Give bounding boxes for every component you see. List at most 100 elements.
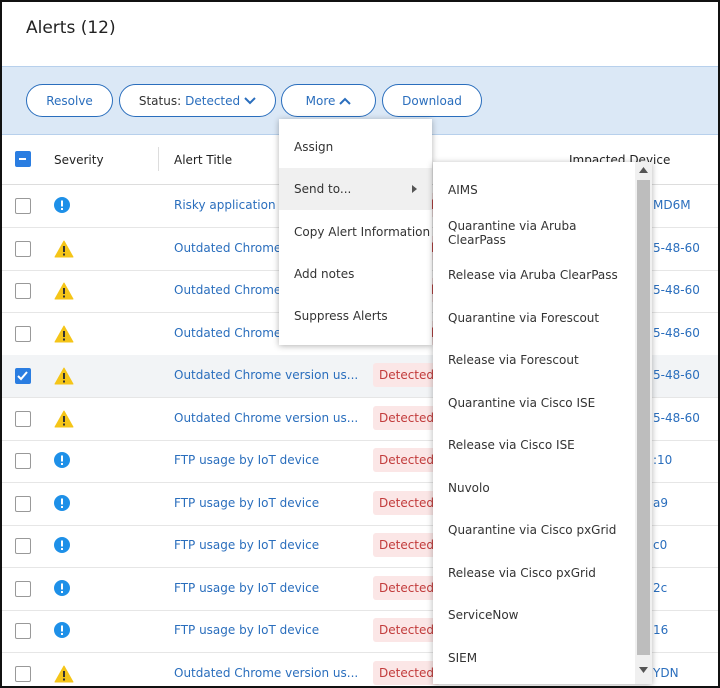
column-header[interactable]: Severity bbox=[54, 153, 104, 167]
alert-title[interactable]: FTP usage by IoT device bbox=[174, 453, 320, 467]
status-badge: Detected bbox=[373, 448, 441, 472]
table-row[interactable]: FTP usage by IoT device Detected c0 bbox=[2, 525, 718, 568]
alert-title[interactable]: FTP usage by IoT device bbox=[174, 495, 320, 510]
warning-icon bbox=[54, 665, 74, 686]
status-badge: Detected bbox=[373, 405, 441, 430]
info-icon bbox=[54, 537, 70, 556]
impacted-device[interactable]: 5-48-60 bbox=[653, 410, 700, 425]
warning-icon bbox=[54, 325, 74, 346]
alert-title[interactable]: FTP usage by IoT device bbox=[174, 538, 320, 552]
impacted-device[interactable]: a9 bbox=[653, 495, 668, 510]
more-button[interactable]: More bbox=[281, 84, 376, 117]
warning-icon bbox=[54, 240, 74, 261]
download-button[interactable]: Download bbox=[382, 84, 482, 117]
impacted-device[interactable]: YDN bbox=[653, 665, 679, 680]
status-badge: Detected bbox=[373, 618, 441, 642]
menu-item[interactable]: Send to... bbox=[279, 168, 432, 211]
download-label: Download bbox=[402, 93, 462, 108]
warning-icon bbox=[54, 367, 74, 388]
table-row[interactable]: FTP usage by IoT device Detected a9 bbox=[2, 483, 718, 526]
send-to-submenu: AIMS Quarantine via Aruba ClearPass Releas… bbox=[433, 162, 652, 684]
submenu-item[interactable]: Release via Aruba ClearPass bbox=[448, 268, 618, 282]
table-row[interactable]: Outdated Chrome version us... Detected YDN bbox=[2, 653, 718, 687]
submenu-item[interactable]: Release via Forescout bbox=[448, 353, 579, 367]
impacted-device[interactable]: 16 bbox=[653, 623, 669, 637]
submenu-item[interactable]: Quarantine via Cisco ISE bbox=[448, 395, 596, 410]
info-icon bbox=[54, 197, 70, 216]
status-value: Detected bbox=[185, 93, 241, 108]
submenu-item[interactable]: ServiceNow bbox=[448, 608, 519, 622]
info-icon bbox=[54, 579, 70, 599]
alert-title[interactable]: FTP usage by IoT device bbox=[174, 580, 320, 595]
menu-item[interactable]: Suppress Alerts bbox=[279, 295, 432, 337]
scrollbar[interactable] bbox=[635, 162, 652, 684]
status-badge: Detected bbox=[373, 575, 441, 600]
submenu-item[interactable]: Quarantine via Forescout bbox=[448, 310, 600, 325]
table-row[interactable]: FTP usage by IoT device Detected 2c bbox=[2, 568, 718, 611]
column-header[interactable]: Alert Title bbox=[174, 153, 233, 167]
submenu-item[interactable]: Release via Cisco pxGrid bbox=[448, 565, 596, 580]
alert-title[interactable]: Outdated Chrome version us... bbox=[174, 368, 359, 382]
table-row[interactable]: FTP usage by IoT device Detected 16 bbox=[2, 610, 718, 653]
submenu-item[interactable]: Release via Cisco ISE bbox=[448, 438, 575, 452]
submenu-item[interactable]: Quarantine via Aruba ClearPass bbox=[448, 218, 577, 247]
alert-title[interactable]: Outdated Chrome version us... bbox=[174, 410, 359, 425]
impacted-device[interactable]: c0 bbox=[653, 538, 668, 552]
select-all-checkbox[interactable] bbox=[15, 151, 31, 167]
impacted-device[interactable]: MD6M bbox=[653, 198, 691, 212]
status-filter[interactable]: Status: Detected bbox=[119, 84, 276, 117]
info-icon bbox=[54, 494, 70, 514]
submenu-item[interactable]: Nuvolo bbox=[448, 480, 490, 495]
row-checkbox[interactable] bbox=[15, 623, 31, 639]
row-checkbox[interactable] bbox=[15, 495, 31, 512]
chevron-up bbox=[339, 97, 352, 105]
status-badge: Detected bbox=[373, 490, 441, 515]
row-checkbox[interactable] bbox=[15, 283, 31, 299]
table-row[interactable]: FTP usage by IoT device Detected :10 bbox=[2, 440, 718, 483]
warning-icon bbox=[54, 282, 74, 303]
menu-item-label: Add notes bbox=[294, 266, 355, 281]
resolve-button[interactable]: Resolve bbox=[26, 84, 113, 117]
warning-icon bbox=[54, 410, 74, 431]
row-checkbox[interactable] bbox=[15, 580, 31, 597]
info-icon bbox=[54, 452, 70, 471]
submenu-item[interactable]: AIMS bbox=[448, 183, 478, 197]
impacted-device[interactable]: 5-48-60 bbox=[653, 368, 700, 382]
status-badge: Detected bbox=[373, 660, 441, 685]
submenu-item[interactable]: Quarantine via Cisco pxGrid bbox=[448, 523, 617, 537]
row-checkbox[interactable] bbox=[15, 410, 31, 427]
alert-title[interactable]: Risky application us... bbox=[174, 198, 305, 212]
submenu-arrow bbox=[412, 185, 417, 194]
menu-item-label: Copy Alert Information bbox=[294, 224, 431, 239]
row-checkbox[interactable] bbox=[15, 538, 31, 554]
row-checkbox[interactable] bbox=[15, 325, 31, 342]
impacted-device[interactable]: 5-48-60 bbox=[653, 240, 700, 255]
row-checkbox[interactable] bbox=[15, 198, 31, 214]
menu-item-label: Suppress Alerts bbox=[294, 309, 388, 324]
resolve-label: Resolve bbox=[46, 93, 93, 108]
row-checkbox[interactable] bbox=[15, 240, 31, 257]
row-checkbox[interactable] bbox=[15, 453, 31, 469]
row-checkbox[interactable] bbox=[15, 368, 31, 384]
impacted-device[interactable]: 5-48-60 bbox=[653, 325, 700, 340]
chevron-down bbox=[244, 96, 256, 104]
alert-title[interactable]: FTP usage by IoT device bbox=[174, 623, 320, 637]
more-menu: Assign Send to... Copy Alert Information Ad… bbox=[279, 119, 432, 345]
status-badge: Detected bbox=[373, 533, 441, 557]
submenu-item[interactable]: SIEM bbox=[448, 650, 478, 665]
menu-item[interactable]: Add notes bbox=[279, 253, 432, 295]
alert-title[interactable]: Outdated Chrome version us... bbox=[174, 665, 359, 680]
table-row[interactable]: Outdated Chrome version us... Detected 5-4… bbox=[2, 398, 718, 441]
page-title: Alerts (12) bbox=[26, 18, 116, 38]
menu-item-label: Send to... bbox=[294, 182, 352, 197]
status-label: Status: bbox=[138, 93, 182, 108]
impacted-device[interactable]: 5-48-60 bbox=[653, 283, 700, 297]
impacted-device[interactable]: :10 bbox=[653, 453, 673, 467]
row-checkbox[interactable] bbox=[15, 665, 31, 682]
menu-item[interactable]: Copy Alert Information bbox=[279, 211, 432, 253]
more-label: More bbox=[305, 93, 336, 108]
status-badge: Detected bbox=[373, 363, 441, 387]
impacted-device[interactable]: 2c bbox=[653, 580, 668, 595]
menu-item[interactable]: Assign bbox=[279, 126, 432, 168]
